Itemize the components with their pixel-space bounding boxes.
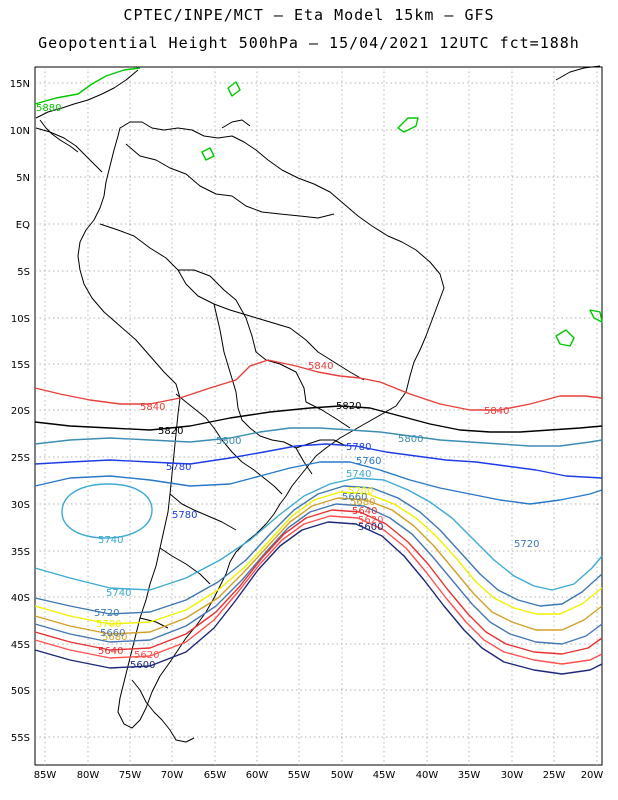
lon-label: 25W <box>543 770 566 781</box>
contour-label: 5700 <box>348 486 373 497</box>
contour-5800-line <box>34 427 603 447</box>
lat-label: 5N <box>16 173 30 184</box>
longitude-axis-labels: 85W 80W 75W 70W 65W 60W 55W 50W 45W 40W … <box>34 770 604 781</box>
map-frame <box>34 66 603 766</box>
lat-label: 5S <box>17 267 30 278</box>
latitude-axis-labels: 15N 10N 5N EQ 5S 10S 15S 20S 25S 30S 35S… <box>10 79 30 744</box>
contour-label: 5780 <box>172 510 197 521</box>
lon-label: 60W <box>246 770 269 781</box>
contour-label: 5660 <box>100 628 125 639</box>
map-title-line-1: CPTEC/INPE/MCT – Eta Model 15km – GFS <box>123 6 495 24</box>
lon-label: 20W <box>581 770 604 781</box>
contour-label: 5760 <box>356 456 381 467</box>
contour-5780-line <box>34 443 603 479</box>
contour-5880-island <box>201 81 603 347</box>
contour-label: 5720 <box>94 608 119 619</box>
continent-outline <box>35 65 601 743</box>
lat-label: 10N <box>10 126 30 137</box>
contour-label: 5840 <box>308 361 333 372</box>
map-title-line-2: Geopotential Height 500hPa – 15/04/2021 … <box>38 34 580 52</box>
contour-5700-line <box>34 491 603 625</box>
lon-label: 50W <box>331 770 354 781</box>
contour-label: 5880 <box>36 103 61 114</box>
contour-label: 5660 <box>342 492 367 503</box>
lon-label: 55W <box>288 770 311 781</box>
contour-label: 5740 <box>106 588 131 599</box>
lat-label: 15S <box>11 360 30 371</box>
contour-label: 5820 <box>336 401 361 412</box>
lon-label: 65W <box>204 770 227 781</box>
contour-label: 5820 <box>158 426 183 437</box>
contour-label: 5680 <box>350 497 375 508</box>
contour-label: 5600 <box>130 660 155 671</box>
contour-label: 5620 <box>134 650 159 661</box>
contour-5760-line <box>34 461 603 505</box>
contour-label: 5840 <box>484 406 509 417</box>
contour-labels: 5880 5840 5840 5840 5820 5820 5800 5800 … <box>36 103 539 671</box>
lon-label: 85W <box>34 770 57 781</box>
contour-label: 5720 <box>514 539 539 550</box>
lon-label: 80W <box>77 770 100 781</box>
contour-label: 5680 <box>102 632 127 643</box>
contour-label: 5640 <box>98 646 123 657</box>
height-contours <box>34 67 603 675</box>
contour-label: 5780 <box>346 442 371 453</box>
contour-label: 5800 <box>216 436 241 447</box>
contour-label: 5740 <box>98 535 123 546</box>
contour-label: 5640 <box>352 506 377 517</box>
contour-label: 5700 <box>96 619 121 630</box>
lat-label: 10S <box>11 314 30 325</box>
contour-5680-line <box>34 497 603 635</box>
lon-label: 75W <box>119 770 142 781</box>
contour-5640-line <box>34 509 603 655</box>
contour-5740-closed <box>61 483 153 539</box>
contour-5660-line <box>34 503 603 645</box>
contour-label: 5780 <box>166 462 191 473</box>
contour-5720-line <box>34 485 603 615</box>
lon-label: 30W <box>501 770 524 781</box>
contour-label: 5620 <box>358 515 383 526</box>
contour-label: 5840 <box>140 402 165 413</box>
lat-label: 35S <box>11 547 30 558</box>
contour-label: 5740 <box>346 469 371 480</box>
lon-label: 35W <box>458 770 481 781</box>
lat-label: 25S <box>11 453 30 464</box>
lat-label: EQ <box>16 220 30 231</box>
contour-5840-line <box>34 359 603 411</box>
lon-label: 70W <box>161 770 184 781</box>
lon-label: 40W <box>416 770 439 781</box>
lat-label: 30S <box>11 500 30 511</box>
lat-label: 20S <box>11 406 30 417</box>
contour-label: 5600 <box>358 522 383 533</box>
lat-label: 55S <box>11 733 30 744</box>
lat-label: 50S <box>11 686 30 697</box>
contour-5600-line <box>34 521 603 675</box>
lat-label: 40S <box>11 593 30 604</box>
contour-5880 <box>34 67 141 105</box>
contour-5620-line <box>34 515 603 665</box>
contour-label: 5800 <box>398 434 423 445</box>
lat-label: 45S <box>11 640 30 651</box>
contour-5740-line <box>34 477 603 591</box>
graticule <box>35 67 602 765</box>
lon-label: 45W <box>373 770 396 781</box>
lat-label: 15N <box>10 79 30 90</box>
contour-5820-line <box>34 405 603 433</box>
